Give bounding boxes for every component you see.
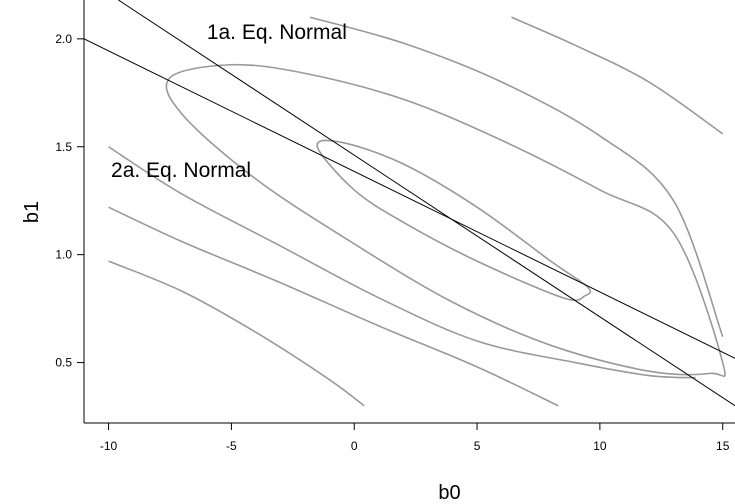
annotation-1: 1a. Eq. Normal [207, 21, 347, 44]
annotation-2: 2a. Eq. Normal [111, 159, 251, 182]
x-tick-label: -10 [100, 439, 118, 453]
line-normal-2a [84, 38, 735, 359]
contour-lower-left-curve [108, 146, 696, 379]
contour-bottom-left-curve [108, 206, 559, 407]
x-tick-label: 5 [474, 439, 481, 453]
y-tick-label: 0.5 [55, 356, 72, 370]
contour-middle-ellipse [165, 63, 726, 377]
contour-upper-right-curve [309, 16, 724, 337]
y-axis-label: b1 [21, 201, 43, 223]
x-tick-label: -5 [226, 439, 237, 453]
y-tick-label: 2.0 [55, 32, 72, 46]
plot-area: 1a. Eq. Normal 2a. Eq. Normal [84, 0, 735, 407]
x-tick-label: 15 [716, 439, 730, 453]
contour-top-right-curve [511, 16, 724, 135]
axes: -10 -5 0 5 10 15 0.5 1.0 1.5 2.0 [55, 0, 735, 453]
contour-inner-ellipse [316, 139, 592, 301]
x-axis-label: b0 [438, 482, 460, 504]
x-tick-label: 0 [351, 439, 358, 453]
line-normal-1a [118, 0, 735, 407]
y-tick-label: 1.0 [55, 248, 72, 262]
x-tick-label: 10 [593, 439, 607, 453]
y-tick-label: 1.5 [55, 140, 72, 154]
contour-far-bottom-curve [108, 260, 365, 407]
